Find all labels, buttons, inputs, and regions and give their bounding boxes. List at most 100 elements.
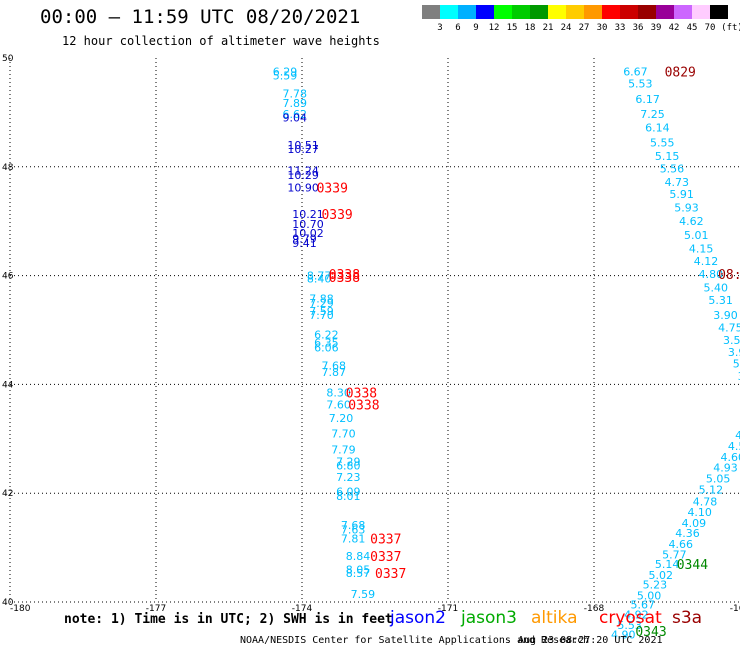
wave-height-value: 4.75 — [718, 321, 740, 334]
wave-height-value: 4.12 — [694, 255, 719, 268]
wave-height-value: 6.09 — [336, 486, 361, 499]
x-tick-label: -177 — [146, 604, 166, 614]
pass-time-label: 0338 — [329, 271, 360, 286]
wave-height-labels: 6.295.597.787.896.629.0410.5110.2711.241… — [273, 66, 740, 642]
legend-swatch — [638, 5, 656, 19]
legend-label: 27 — [578, 23, 590, 33]
wave-height-value: 7.29 — [309, 297, 334, 310]
wave-height-value: 10.70 — [292, 218, 324, 231]
wave-height-value: 5.40 — [704, 282, 729, 295]
wave-height-value: 10.27 — [287, 143, 319, 156]
wave-height-value: 4.90 — [611, 629, 636, 642]
legend-label: 9 — [473, 23, 479, 33]
legend-label: 12 — [488, 23, 500, 33]
x-tick-label: -171 — [438, 604, 458, 614]
legend-swatch — [710, 5, 728, 19]
wave-height-value: 7.68 — [321, 359, 346, 372]
legend-swatch — [512, 5, 530, 19]
wave-height-value: 4.10 — [687, 506, 712, 519]
wave-height-value: 10.90 — [287, 181, 319, 194]
legend-swatch — [530, 5, 548, 19]
pass-time-label: 0339 — [321, 208, 352, 223]
pass-time-label: 0338 — [348, 399, 379, 414]
wave-height-value: 3.96 — [738, 370, 740, 383]
pass-time-label: 0339 — [317, 181, 348, 196]
legend-swatch — [602, 5, 620, 19]
wave-height-value: 8.77 — [307, 270, 332, 283]
wave-height-value: 4.66 — [668, 538, 693, 551]
wave-height-value: 5.31 — [708, 294, 733, 307]
wave-height-value: 7.88 — [309, 292, 334, 305]
wave-height-value: 4.92 — [624, 609, 649, 622]
wave-height-value: 6.80 — [336, 459, 361, 472]
y-tick-label: 40 — [2, 598, 14, 608]
wave-height-value: 7.68 — [341, 519, 366, 532]
wave-height-value: 5.55 — [650, 136, 675, 149]
wave-height-value: 6.62 — [283, 108, 308, 121]
wave-height-value: 10.02 — [292, 227, 324, 240]
wave-height-value: 5.59 — [273, 69, 298, 82]
wave-height-value: 4.36 — [675, 527, 700, 540]
legend-label: 39 — [650, 23, 662, 33]
wave-height-value: 5.93 — [674, 202, 699, 215]
wave-height-value: 4.15 — [689, 242, 714, 255]
wave-height-value: 4.80 — [699, 268, 724, 281]
wave-height-value: 8.40 — [307, 272, 332, 285]
legend-unit: (ft) — [721, 23, 740, 33]
legend-label: 18 — [524, 23, 536, 33]
credit-line: NOAA/NESDIS Center for Satellite Applica… — [240, 635, 590, 646]
pass-time-label: 0338 — [346, 387, 377, 402]
wave-height-value: 7.70 — [331, 427, 356, 440]
pass-time-label: 0337 — [370, 550, 401, 565]
satellite-s3a: s3a — [672, 608, 703, 628]
satellite-jason2: jason2 — [390, 608, 446, 628]
legend-label: 45 — [686, 23, 698, 33]
wave-height-value: 4.62 — [679, 215, 704, 228]
wave-height-value: 9.79 — [292, 233, 317, 246]
wave-height-value: 10.51 — [287, 139, 319, 152]
wave-height-value: 7.89 — [283, 97, 308, 110]
wave-height-value: 7.78 — [283, 87, 308, 100]
wave-height-value: 4.73 — [665, 176, 690, 189]
wave-height-value: 7.25 — [640, 108, 665, 121]
legend-swatch — [656, 5, 674, 19]
x-tick-label: -168 — [584, 604, 605, 614]
generation-timestamp: Aug 23 08:27:20 UTC 2021 — [518, 635, 663, 646]
y-tick-label: 42 — [2, 489, 13, 499]
wave-height-value: 4.34 — [735, 429, 740, 442]
wave-height-value: 8.01 — [336, 490, 361, 503]
x-tick-label: -174 — [292, 604, 313, 614]
wave-height-value: 6.14 — [645, 122, 670, 135]
legend-label: 70 — [704, 23, 716, 33]
pass-time-label: 08: — [718, 268, 740, 283]
pass-time-label: 0829 — [665, 66, 696, 81]
wave-height-value: 10.21 — [292, 208, 324, 221]
wave-height-value: 11.24 — [287, 165, 319, 178]
wave-height-value: 5.67 — [631, 599, 656, 612]
wave-height-value: 10.29 — [287, 169, 319, 182]
wave-height-value: 9.41 — [292, 237, 317, 250]
legend-label: 36 — [632, 23, 644, 33]
wave-height-value: 9.04 — [283, 111, 308, 124]
wave-height-value: 7.81 — [341, 532, 366, 545]
satellite-cryosat: cryosat — [599, 608, 662, 628]
wave-height-value: 6.67 — [623, 66, 648, 79]
legend-swatch — [476, 5, 494, 19]
satellite-altika: altika — [531, 608, 578, 628]
wave-height-value: 7.87 — [321, 366, 346, 379]
satellite-jason3: jason3 — [461, 608, 517, 628]
wave-height-value: 7.29 — [336, 456, 361, 469]
wave-height-value: 7.23 — [336, 471, 361, 484]
wave-height-value: 7.59 — [309, 305, 334, 318]
y-tick-label: 44 — [2, 380, 14, 390]
wave-height-value: 7.79 — [331, 444, 356, 457]
pass-time-label: 0338 — [329, 268, 360, 283]
pass-time-label: 0337 — [370, 532, 401, 547]
wave-height-value: 6.17 — [635, 93, 660, 106]
pass-time-label: 0337 — [375, 567, 406, 582]
wave-height-value: 5.53 — [617, 619, 642, 632]
wave-height-value: 5.56 — [660, 162, 685, 175]
legend-swatch — [440, 5, 458, 19]
legend-label: 33 — [614, 23, 626, 33]
wave-height-value: 8.84 — [346, 550, 371, 563]
